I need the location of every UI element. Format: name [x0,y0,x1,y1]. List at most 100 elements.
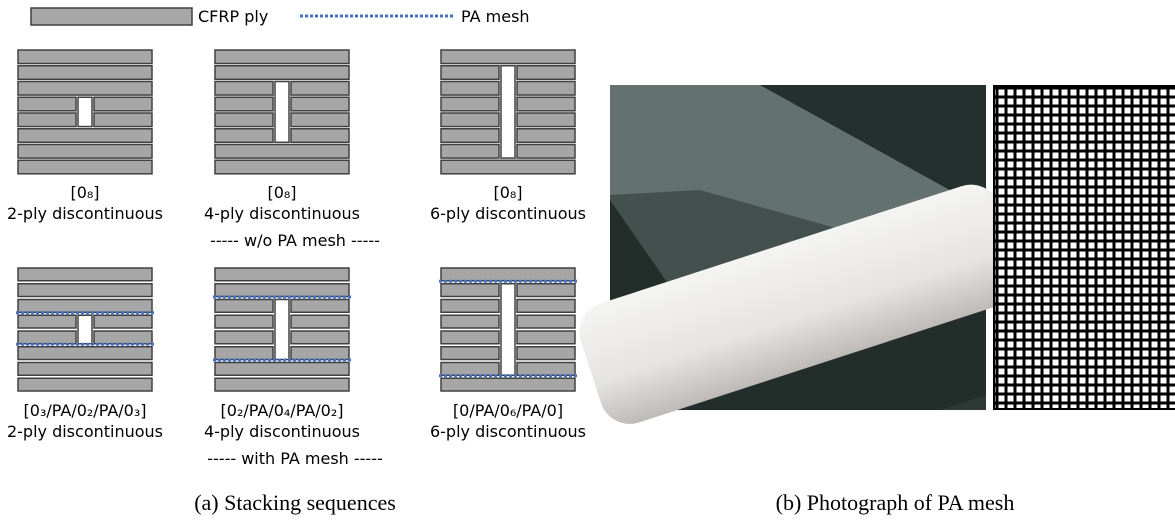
ply [94,331,152,344]
ply [517,363,575,376]
stacking-panel: [0₈] 4-ply discontinuous [204,50,360,223]
panel-label: 6-ply discontinuous [430,422,586,441]
ply [215,97,273,111]
ply [441,268,575,281]
stacking-sequence: [0₈] [70,183,99,202]
ply [517,129,575,143]
panel-label: 6-ply discontinuous [430,204,586,223]
ply [517,66,575,80]
mesh-closeup [993,85,1175,410]
ply [215,331,273,344]
ply [291,97,349,111]
ply [441,113,499,127]
ply [517,113,575,127]
ply [18,66,152,80]
ply [215,284,349,297]
ply [517,145,575,159]
panel-label: 4-ply discontinuous [204,422,360,441]
ply [291,347,349,360]
ply [215,347,273,360]
legend-ply-swatch [31,8,192,25]
ply [18,50,152,64]
ply [517,82,575,96]
stacking-panel: [0₈] 6-ply discontinuous [430,50,586,223]
ply [291,82,349,96]
discontinuity [275,300,289,360]
ply [441,160,575,174]
ply [215,268,349,281]
ply [441,347,499,360]
ply [18,82,152,96]
ply [94,113,152,127]
ply [215,160,349,174]
stacking-sequence: [0₈] [493,183,522,202]
group-label: ----- with PA mesh ----- [207,449,383,468]
ply [441,50,575,64]
group-label: ----- w/o PA mesh ----- [210,231,380,250]
ply [18,113,76,127]
ply [441,315,499,328]
ply [18,315,76,328]
ply [441,82,499,96]
ply [517,347,575,360]
stacking-sequence: [0/PA/0₆/PA/0] [453,401,563,420]
stacking-sequence: [0₈] [267,183,296,202]
ply [291,113,349,127]
ply [18,97,76,111]
ply [18,129,152,143]
ply [215,113,273,127]
stacking-sequence: [0₂/PA/0₄/PA/0₂] [221,401,344,420]
legend-ply: CFRP ply [198,7,268,26]
ply [517,97,575,111]
ply [215,315,273,328]
stacking-panel: [0₃/PA/0₂/PA/0₃] 2-ply discontinuous [7,268,163,441]
ply [18,363,152,376]
ply [215,66,349,80]
ply [215,363,349,376]
ply [441,284,499,297]
ply [94,315,152,328]
discontinuity [78,315,92,344]
ply [517,284,575,297]
ply [215,50,349,64]
ply [291,129,349,143]
photograph [572,85,1029,432]
ply [517,331,575,344]
ply [215,82,273,96]
ply [18,145,152,159]
ply [291,315,349,328]
ply [441,363,499,376]
ply [441,129,499,143]
stacking-panel: [0₈] 2-ply discontinuous [7,50,163,223]
panel-label: 4-ply discontinuous [204,204,360,223]
panel-label: 2-ply discontinuous [7,422,163,441]
ply [18,268,152,281]
discontinuity [275,82,289,143]
ply [215,378,349,391]
ply [18,331,76,344]
legend-mesh: PA mesh [461,7,530,26]
discontinuity [78,97,92,126]
ply [18,300,152,313]
ply [18,284,152,297]
caption: (b) Photograph of PA mesh [776,490,1015,515]
ply [441,66,499,80]
ply [441,331,499,344]
ply [441,145,499,159]
stacking-panel: [0/PA/0₆/PA/0] 6-ply discontinuous [430,268,586,441]
ply [215,145,349,159]
ply [18,160,152,174]
figure: CFRP ply PA mesh [0₈] 2-ply discontinuous… [0,0,1175,527]
stacking-sequence: [0₃/PA/0₂/PA/0₃] [24,401,147,420]
caption: (a) Stacking sequences [194,490,396,515]
ply [517,300,575,313]
ply [517,315,575,328]
ply [215,129,273,143]
discontinuity [501,66,515,158]
ply [215,300,273,313]
discontinuity [501,284,515,376]
ply [291,300,349,313]
ply [18,378,152,391]
panel-label: 2-ply discontinuous [7,204,163,223]
ply [291,331,349,344]
